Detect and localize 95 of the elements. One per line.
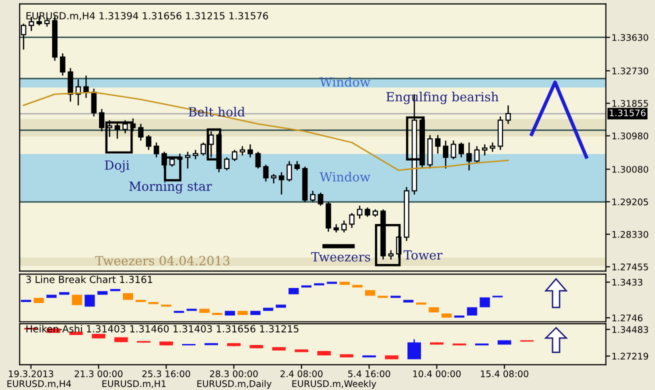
candlestick (270, 173, 276, 184)
bar (480, 297, 490, 308)
candlestick (482, 144, 488, 156)
candlestick (184, 151, 190, 170)
x-tick-label: 10.4 00:00 (413, 370, 461, 378)
bar (352, 284, 362, 288)
bar (250, 310, 261, 315)
candlestick (278, 172, 284, 196)
x-tick-label: 2.4 08:00 (280, 370, 323, 378)
candlestick (474, 146, 480, 164)
x-tick-label: 28.3 00:00 (210, 370, 258, 378)
candlestick (364, 206, 370, 218)
bar (46, 294, 57, 298)
bar (224, 310, 236, 316)
line-series (22, 92, 509, 172)
candlestick (60, 52, 66, 76)
annotation: Morning star (129, 182, 212, 194)
candlestick (286, 160, 292, 182)
bar (428, 307, 439, 312)
y-tick-label: 1.2746 (612, 314, 642, 322)
candlestick (505, 104, 511, 125)
x-tick-label: 5.4 16:00 (348, 370, 390, 378)
candlestick (138, 123, 144, 142)
bar (34, 298, 44, 304)
bar (403, 300, 414, 303)
candlestick (458, 142, 464, 158)
bar (288, 288, 299, 294)
y-tick-label: 1.33630 (612, 34, 648, 41)
bar (84, 294, 95, 307)
candlestick (248, 144, 253, 158)
candlestick (240, 146, 246, 156)
bar (199, 308, 210, 313)
candlestick (310, 190, 316, 203)
bar (340, 282, 350, 285)
candlestick (407, 338, 421, 360)
x-tick-label: 19.3.2013 (8, 370, 54, 378)
y-tick-label: 1.32730 (612, 68, 648, 74)
band-label: Window (320, 76, 370, 87)
y-tick-label: 1.30980 (612, 132, 648, 140)
x-tick-label: 21.3 00:00 (74, 370, 122, 378)
text: EURUSD.m,H1 (102, 380, 166, 388)
bar (276, 304, 286, 308)
chart-title: 3 Line Break Chart 1.3161 (26, 276, 152, 284)
candlestick (232, 149, 238, 162)
y-tick-label: 1.29205 (612, 198, 648, 206)
candlestick (255, 151, 261, 170)
bar (263, 308, 274, 311)
annotation: Tower (404, 250, 442, 260)
bar (466, 307, 478, 316)
bar (136, 300, 146, 302)
annotation: Tweezers (311, 252, 370, 262)
candlestick (294, 160, 300, 171)
candlestick (146, 134, 152, 151)
annotation: Doji (104, 160, 130, 172)
candlestick (263, 164, 269, 182)
x-tick-label: 15.4 08:00 (480, 370, 528, 378)
y-tick-label: 1.27219 (612, 352, 648, 360)
candlestick (224, 156, 230, 171)
candlestick (466, 142, 472, 171)
band-label: Window (320, 172, 370, 182)
text: EURUSD.m,H4 (7, 380, 71, 388)
candlestick (442, 140, 448, 170)
y-tick-label: 1.27455 (612, 264, 648, 270)
y-tick-label: 1.28330 (612, 230, 648, 238)
candlestick (356, 205, 362, 220)
y-tick-label: 1.30080 (612, 166, 648, 173)
bar (59, 292, 70, 295)
x-tick-label: 25.3 16:00 (142, 370, 190, 378)
bar (97, 291, 108, 295)
y-tick-label: 1.3433 (612, 278, 642, 286)
y-tick-label: 1.31855 (612, 100, 648, 107)
candlestick (192, 149, 198, 160)
bar (238, 310, 248, 315)
candlestick (341, 220, 347, 234)
candlestick (83, 74, 89, 99)
y-tick-label: 1.34483 (612, 326, 648, 333)
candlestick (91, 88, 97, 118)
chart-title: Heiken-Ashi 1.31403 1.31460 1.31403 1.31656 1.31215 (26, 324, 298, 332)
bar (365, 290, 376, 296)
bar (122, 293, 134, 300)
bar (441, 313, 452, 318)
band-label: Tweezers 04.04.2013 (95, 256, 230, 266)
candlestick (154, 142, 160, 158)
candlestick (490, 142, 496, 152)
candlestick (435, 134, 441, 154)
text: EURUSD.m,Weekly (292, 380, 376, 389)
bar (72, 294, 82, 306)
bar (20, 300, 32, 302)
candlestick (450, 140, 456, 160)
ref-line-label: 1.31576 (610, 109, 646, 116)
candlestick (388, 250, 394, 260)
text: EURUSD.m,Daily (197, 380, 272, 389)
text: EURUSD.m,H4 1.31394 1.31656 1.31215 1.31576 (26, 12, 268, 20)
candlestick (349, 212, 355, 229)
candlestick (318, 192, 324, 206)
